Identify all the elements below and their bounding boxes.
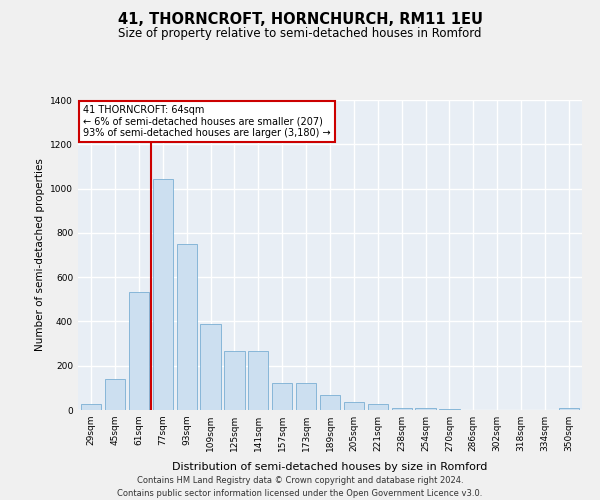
- Bar: [368, 404, 388, 410]
- Text: Contains HM Land Registry data © Crown copyright and database right 2024.
Contai: Contains HM Land Registry data © Crown c…: [118, 476, 482, 498]
- Bar: [320, 394, 340, 410]
- Bar: [559, 408, 579, 410]
- Bar: [344, 402, 364, 410]
- Bar: [439, 409, 460, 410]
- Bar: [105, 379, 125, 410]
- Text: 41, THORNCROFT, HORNCHURCH, RM11 1EU: 41, THORNCROFT, HORNCHURCH, RM11 1EU: [118, 12, 482, 28]
- Text: Size of property relative to semi-detached houses in Romford: Size of property relative to semi-detach…: [118, 28, 482, 40]
- Bar: [296, 384, 316, 410]
- Y-axis label: Number of semi-detached properties: Number of semi-detached properties: [35, 158, 44, 352]
- Bar: [129, 292, 149, 410]
- Text: 41 THORNCROFT: 64sqm
← 6% of semi-detached houses are smaller (207)
93% of semi-: 41 THORNCROFT: 64sqm ← 6% of semi-detach…: [83, 104, 331, 138]
- Bar: [415, 408, 436, 410]
- Bar: [200, 324, 221, 410]
- Bar: [152, 178, 173, 410]
- Bar: [392, 408, 412, 410]
- X-axis label: Distribution of semi-detached houses by size in Romford: Distribution of semi-detached houses by …: [172, 462, 488, 472]
- Bar: [81, 404, 101, 410]
- Bar: [176, 244, 197, 410]
- Bar: [224, 352, 245, 410]
- Bar: [248, 352, 268, 410]
- Bar: [272, 384, 292, 410]
